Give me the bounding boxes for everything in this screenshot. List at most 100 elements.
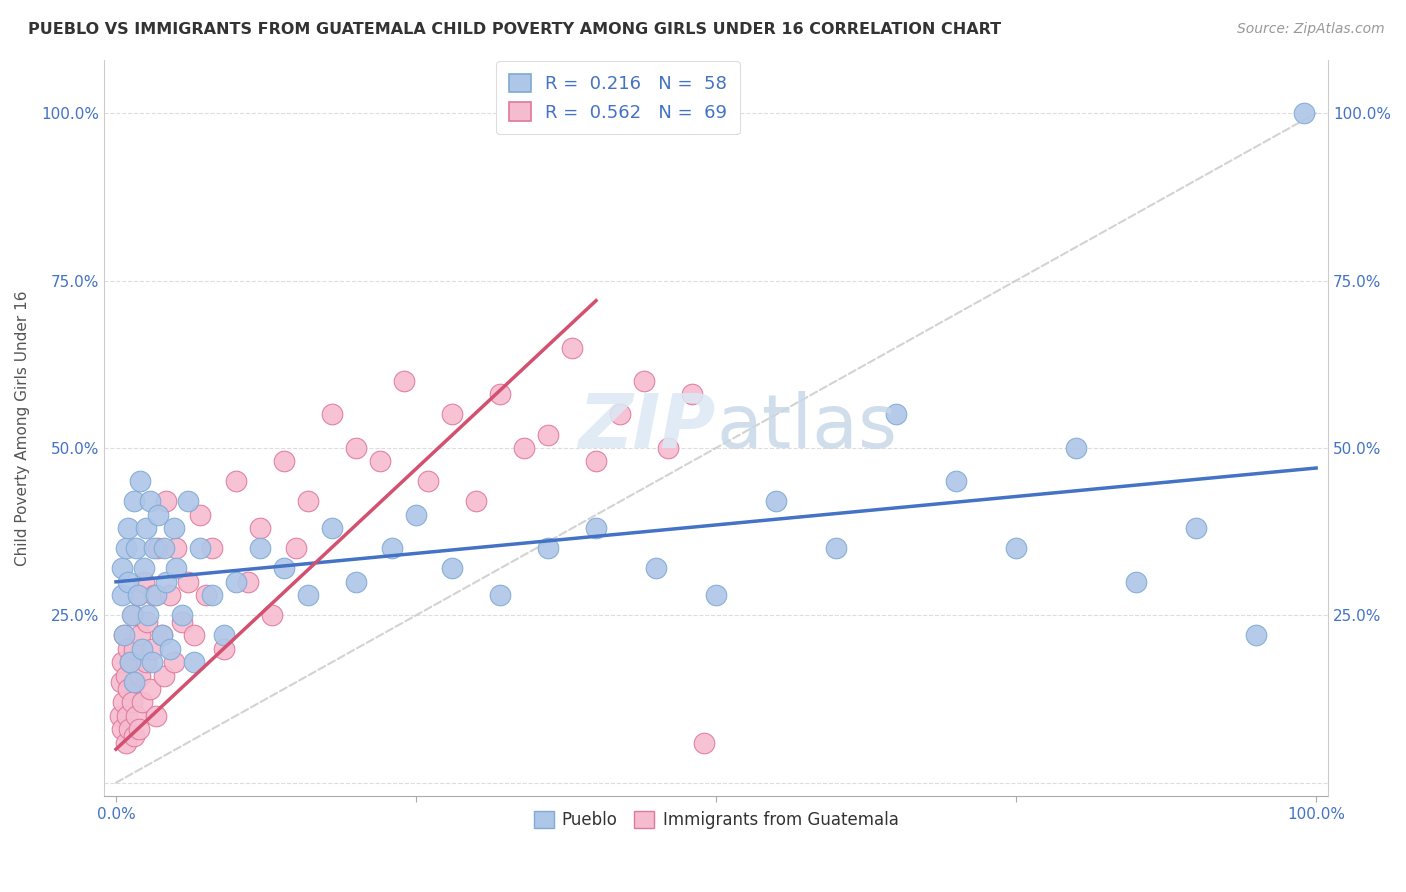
Point xyxy=(344,441,367,455)
Point xyxy=(165,561,187,575)
Point xyxy=(150,628,173,642)
Point xyxy=(127,588,149,602)
Point xyxy=(1064,441,1087,455)
Point xyxy=(416,475,439,489)
Point xyxy=(201,541,224,556)
Y-axis label: Child Poverty Among Girls Under 16: Child Poverty Among Girls Under 16 xyxy=(15,290,30,566)
Point xyxy=(440,408,463,422)
Point xyxy=(117,681,139,696)
Point xyxy=(177,574,200,589)
Point xyxy=(112,628,135,642)
Point xyxy=(112,695,135,709)
Point xyxy=(120,655,142,669)
Point xyxy=(122,675,145,690)
Point xyxy=(188,508,211,522)
Point xyxy=(111,561,134,575)
Point xyxy=(122,729,145,743)
Point xyxy=(121,608,143,623)
Point xyxy=(138,494,160,508)
Point xyxy=(122,494,145,508)
Point xyxy=(108,708,131,723)
Point xyxy=(143,541,166,556)
Point xyxy=(132,574,155,589)
Point xyxy=(704,588,727,602)
Point xyxy=(1005,541,1028,556)
Point xyxy=(131,641,153,656)
Point xyxy=(114,735,136,749)
Point xyxy=(1125,574,1147,589)
Point xyxy=(765,494,787,508)
Point xyxy=(212,628,235,642)
Point xyxy=(170,608,193,623)
Point xyxy=(945,475,967,489)
Text: Source: ZipAtlas.com: Source: ZipAtlas.com xyxy=(1237,22,1385,37)
Point xyxy=(177,494,200,508)
Point xyxy=(135,521,157,535)
Point xyxy=(138,608,160,623)
Point xyxy=(120,655,142,669)
Point xyxy=(489,387,512,401)
Point xyxy=(585,454,607,468)
Point xyxy=(537,427,560,442)
Text: PUEBLO VS IMMIGRANTS FROM GUATEMALA CHILD POVERTY AMONG GIRLS UNDER 16 CORRELATI: PUEBLO VS IMMIGRANTS FROM GUATEMALA CHIL… xyxy=(28,22,1001,37)
Point xyxy=(825,541,848,556)
Point xyxy=(162,521,184,535)
Text: ZIP: ZIP xyxy=(579,392,716,465)
Point xyxy=(1294,106,1316,120)
Point xyxy=(405,508,427,522)
Point xyxy=(273,454,295,468)
Point xyxy=(143,588,166,602)
Point xyxy=(135,655,157,669)
Point xyxy=(141,655,163,669)
Point xyxy=(138,681,160,696)
Point xyxy=(117,521,139,535)
Point xyxy=(145,588,167,602)
Point xyxy=(153,668,176,682)
Point xyxy=(489,588,512,602)
Point xyxy=(392,374,415,388)
Point xyxy=(297,588,319,602)
Point xyxy=(297,494,319,508)
Point xyxy=(111,722,134,736)
Point xyxy=(212,641,235,656)
Point xyxy=(693,735,716,749)
Point xyxy=(122,641,145,656)
Point xyxy=(117,574,139,589)
Point xyxy=(609,408,631,422)
Point xyxy=(129,628,152,642)
Point xyxy=(188,541,211,556)
Point xyxy=(273,561,295,575)
Point xyxy=(657,441,679,455)
Point xyxy=(249,521,271,535)
Point xyxy=(633,374,655,388)
Point xyxy=(165,541,187,556)
Point xyxy=(115,708,138,723)
Point xyxy=(884,408,907,422)
Point xyxy=(155,574,177,589)
Point xyxy=(153,541,176,556)
Point xyxy=(121,608,143,623)
Point xyxy=(681,387,703,401)
Point xyxy=(225,475,247,489)
Point xyxy=(344,574,367,589)
Point xyxy=(112,628,135,642)
Point xyxy=(381,541,404,556)
Point xyxy=(125,708,148,723)
Text: atlas: atlas xyxy=(716,392,897,465)
Point xyxy=(285,541,308,556)
Point xyxy=(146,508,169,522)
Point xyxy=(150,628,173,642)
Point xyxy=(170,615,193,629)
Point xyxy=(111,588,134,602)
Point xyxy=(513,441,536,455)
Point xyxy=(127,588,149,602)
Point xyxy=(162,655,184,669)
Point xyxy=(225,574,247,589)
Point xyxy=(321,521,343,535)
Point xyxy=(114,541,136,556)
Legend: Pueblo, Immigrants from Guatemala: Pueblo, Immigrants from Guatemala xyxy=(527,804,905,836)
Point xyxy=(440,561,463,575)
Point xyxy=(124,675,146,690)
Point xyxy=(136,615,159,629)
Point xyxy=(368,454,391,468)
